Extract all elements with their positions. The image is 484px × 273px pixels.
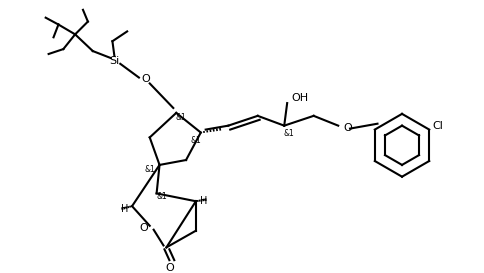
Text: &1: &1	[190, 136, 201, 145]
Text: OH: OH	[290, 93, 308, 103]
Text: O: O	[342, 123, 351, 133]
Text: O: O	[165, 263, 173, 273]
Text: &1: &1	[283, 129, 294, 138]
Text: &1: &1	[144, 165, 155, 174]
Text: Si: Si	[109, 56, 119, 66]
Text: O: O	[139, 223, 148, 233]
Text: O: O	[141, 73, 150, 84]
Text: Cl: Cl	[432, 121, 442, 131]
Text: H: H	[199, 196, 207, 206]
Text: H: H	[120, 204, 128, 214]
Text: &1: &1	[175, 113, 186, 122]
Text: &1: &1	[156, 192, 166, 201]
